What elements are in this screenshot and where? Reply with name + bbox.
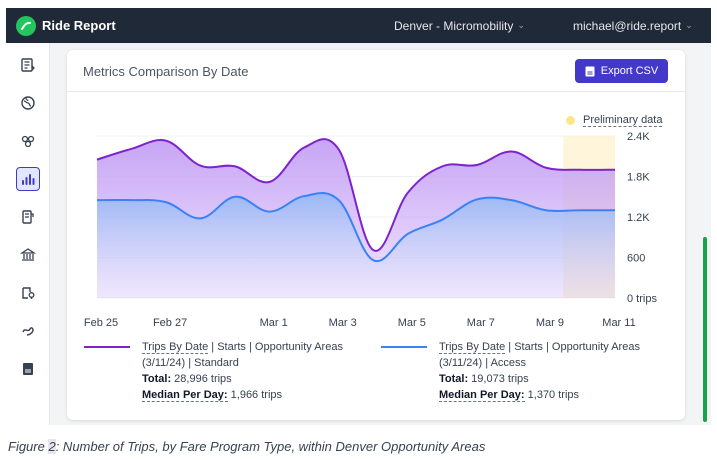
sidebar-item-trips[interactable] xyxy=(16,319,40,343)
y-tick-label: 1.8K xyxy=(627,172,650,184)
building-icon xyxy=(20,248,36,261)
legend-swatch-standard xyxy=(84,346,130,348)
scrollbar[interactable] xyxy=(703,237,707,422)
legend-series-title-rest: | Starts | Opportunity Areas xyxy=(208,341,343,353)
region-label: Denver - Micromobility xyxy=(394,18,514,33)
y-tick-label: 0 trips xyxy=(627,293,657,305)
sidebar-item-vehicles[interactable] xyxy=(16,129,40,153)
preliminary-data-legend: Preliminary data xyxy=(566,114,663,127)
legend-median-value: 1,966 trips xyxy=(227,389,283,401)
sidebar-item-documents[interactable] xyxy=(16,205,40,229)
chevron-down-icon: ⌄ xyxy=(517,20,525,30)
x-tick-label: Mar 7 xyxy=(467,317,495,329)
sidebar-item-map[interactable] xyxy=(16,91,40,115)
sidebar-item-reports[interactable] xyxy=(16,53,40,77)
export-csv-label: Export CSV xyxy=(600,65,659,77)
map-pin-icon xyxy=(22,287,35,299)
legend-swatch-access xyxy=(381,346,427,348)
card-title: Metrics Comparison By Date xyxy=(83,64,249,79)
legend-median-label[interactable]: Median Per Day: xyxy=(142,389,228,402)
sidebar xyxy=(6,43,50,425)
legend-median-label[interactable]: Median Per Day: xyxy=(439,389,525,402)
region-selector[interactable]: Denver - Micromobility ⌄ xyxy=(394,8,525,43)
legend-total-value: 28,996 trips xyxy=(171,373,232,385)
x-tick-label: Feb 25 xyxy=(84,317,118,329)
x-tick-label: Mar 11 xyxy=(602,317,635,329)
series-line-access[interactable] xyxy=(96,191,615,263)
card-header: Metrics Comparison By Date Export CSV xyxy=(67,50,685,92)
x-tick-label: Mar 1 xyxy=(260,317,288,329)
bar-chart-icon xyxy=(22,174,35,185)
brand-name: Ride Report xyxy=(42,18,116,33)
file-icon xyxy=(585,66,595,76)
account-menu[interactable]: michael@ride.report ⌄ xyxy=(573,8,693,43)
y-tick-label: 600 xyxy=(627,253,645,265)
legend-median-value: 1,370 trips xyxy=(524,389,580,401)
top-navigation-bar: Ride Report Denver - Micromobility ⌄ mic… xyxy=(6,8,711,43)
series-line-standard[interactable] xyxy=(96,138,616,252)
invoice-icon xyxy=(23,363,33,375)
preliminary-data-label[interactable]: Preliminary data xyxy=(583,114,663,127)
brand[interactable]: Ride Report xyxy=(16,15,116,36)
export-csv-button[interactable]: Export CSV xyxy=(575,59,668,83)
x-tick-label: Mar 9 xyxy=(536,317,564,329)
legend-total-label: Total: xyxy=(439,373,469,385)
legend-series-title-rest: | Starts | Opportunity Areas xyxy=(505,341,640,353)
legend-series-title[interactable]: Trips By Date xyxy=(142,341,209,354)
legend-item-access: Trips By Date | Starts | Opportunity Are… xyxy=(439,339,640,403)
sidebar-item-metrics[interactable] xyxy=(16,167,40,191)
vehicles-icon xyxy=(21,135,35,148)
legend-item-standard: Trips By Date | Starts | Opportunity Are… xyxy=(142,339,343,403)
legend-series-title[interactable]: Trips By Date xyxy=(439,341,506,354)
globe-icon xyxy=(21,96,35,110)
x-tick-label: Mar 3 xyxy=(329,317,357,329)
sidebar-item-policy[interactable] xyxy=(16,243,40,267)
x-tick-label: Mar 5 xyxy=(398,317,426,329)
chevron-down-icon: ⌄ xyxy=(685,20,693,30)
legend-total-label: Total: xyxy=(142,373,172,385)
caption-figure-number: 2 xyxy=(48,439,56,454)
y-tick-label: 1.2K xyxy=(627,212,650,224)
ride-report-logo-icon xyxy=(16,15,36,36)
x-tick-label: Feb 27 xyxy=(153,317,187,329)
caption-prefix: Figure xyxy=(8,439,49,454)
figure-caption: Figure 2: Number of Trips, by Fare Progr… xyxy=(8,439,485,454)
y-tick-label: 2.4K xyxy=(627,131,650,143)
legend-series-subtitle: (3/11/24) | Standard xyxy=(142,357,239,369)
sidebar-item-geography[interactable] xyxy=(16,281,40,305)
account-email: michael@ride.report xyxy=(573,18,682,33)
sidebar-item-billing[interactable] xyxy=(16,357,40,381)
reports-icon xyxy=(21,58,35,72)
document-icon xyxy=(22,210,34,224)
preliminary-swatch xyxy=(566,116,575,125)
route-icon xyxy=(22,327,34,336)
caption-text: : Number of Trips, by Fare Program Type,… xyxy=(55,439,486,454)
legend-series-subtitle: (3/11/24) | Access xyxy=(439,357,527,369)
legend-total-value: 19,073 trips xyxy=(468,373,529,385)
series-area-access xyxy=(97,192,615,298)
